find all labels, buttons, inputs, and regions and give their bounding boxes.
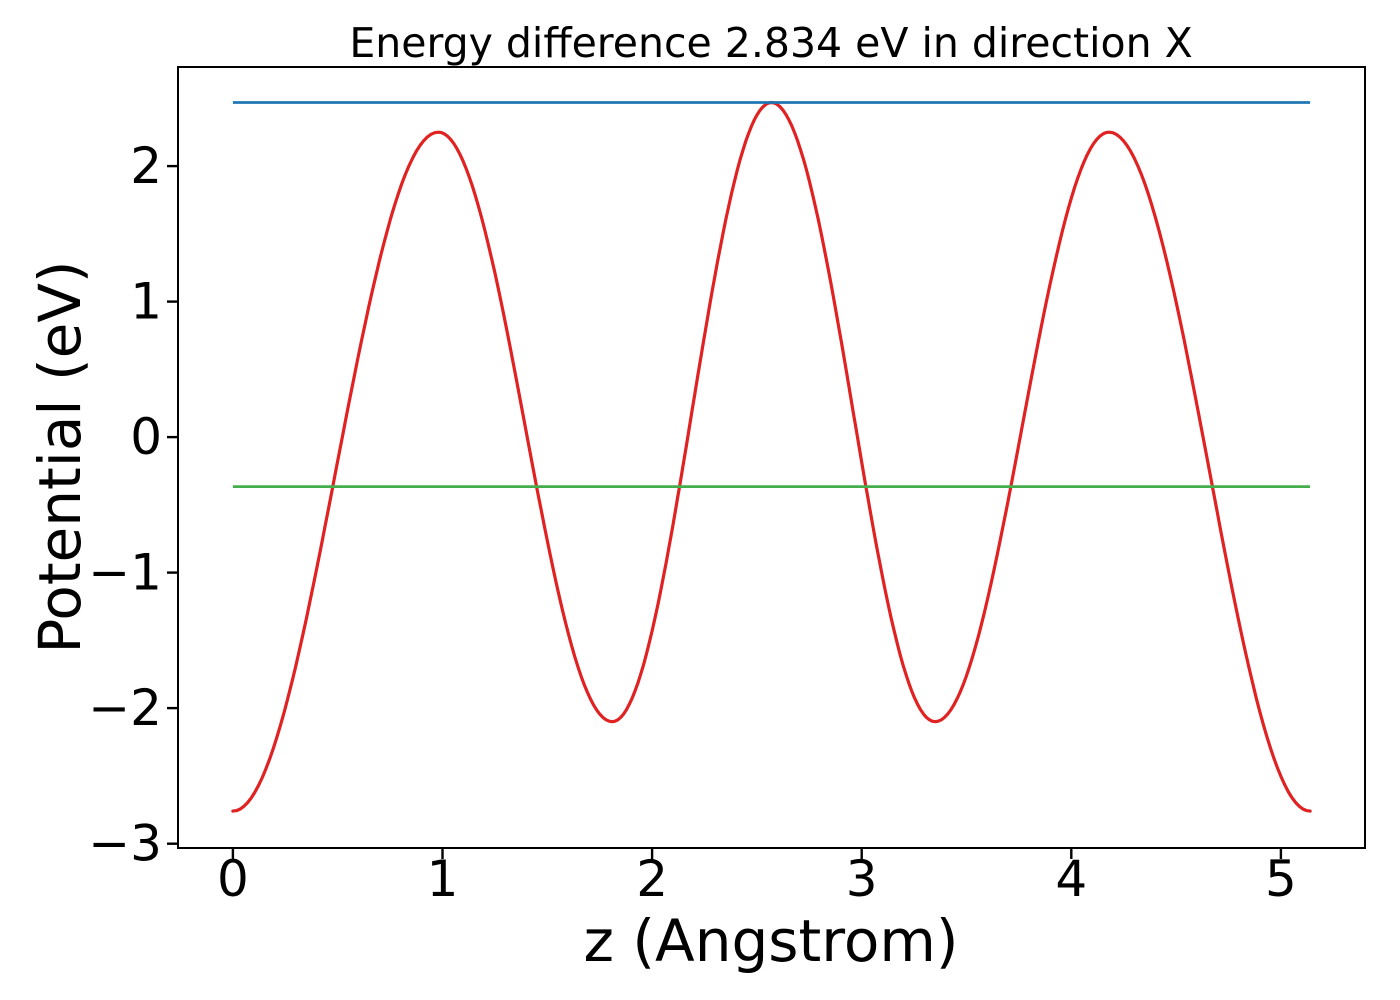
- axes-frame: [177, 66, 1366, 849]
- y-axis-label: Potential (eV): [26, 260, 94, 654]
- x-tick-label: 0: [217, 850, 249, 908]
- y-tick-label: −2: [88, 679, 162, 737]
- x-tick-label: 4: [1055, 850, 1087, 908]
- y-tick-label: 1: [130, 273, 162, 331]
- x-axis-label: z (Angstrom): [583, 907, 959, 975]
- y-tick-label: −1: [88, 544, 162, 602]
- x-tick-label: 1: [427, 850, 459, 908]
- chart-title: Energy difference 2.834 eV in direction …: [349, 19, 1193, 67]
- x-tick-label: 2: [636, 850, 668, 908]
- potential-curve: [231, 100, 1312, 813]
- y-tick-label: 2: [130, 137, 162, 195]
- x-tick-label: 3: [846, 850, 878, 908]
- x-tick-label: 5: [1265, 850, 1297, 908]
- y-tick-label: 0: [130, 408, 162, 466]
- y-tick-label: −3: [88, 815, 162, 873]
